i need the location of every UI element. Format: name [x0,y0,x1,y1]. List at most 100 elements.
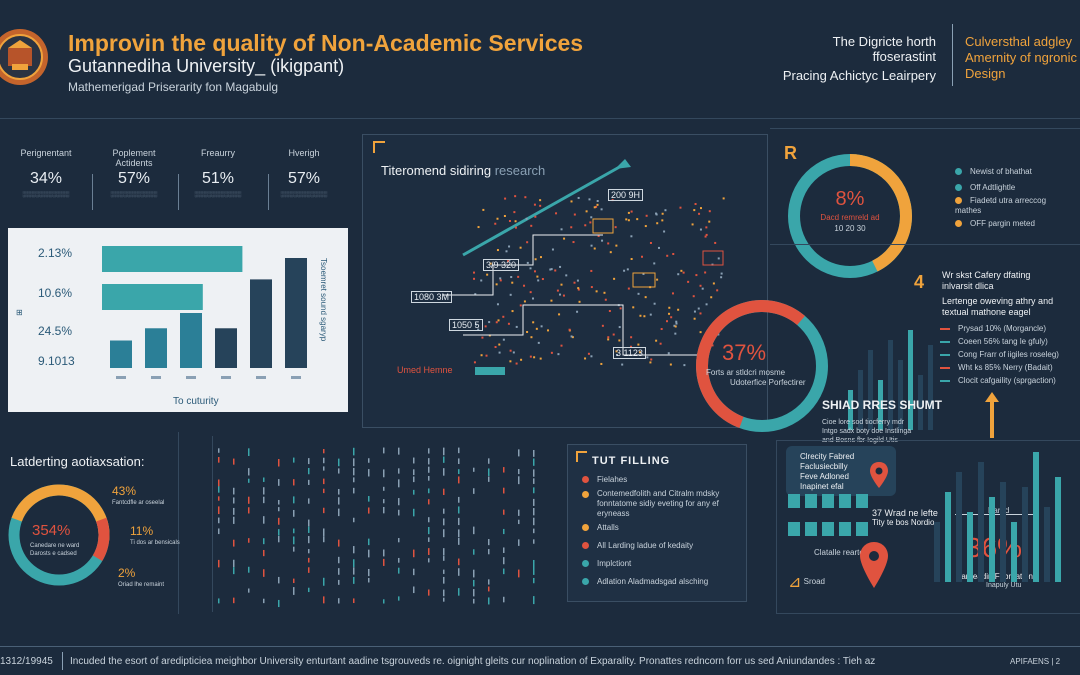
stream-dash [398,567,400,574]
stream-dash [338,508,340,517]
network-dot [550,351,553,354]
stream-dash [413,586,415,594]
stream-dash [308,479,310,485]
teal-block [856,522,868,536]
network-dot [481,336,484,339]
stream-dash [278,459,280,467]
legend-item: Wht ks 85% Nerry (Badait) [940,361,1059,374]
network-dot [677,273,680,276]
stream-dash [338,556,340,564]
network-dot [556,289,559,292]
ring3-item-text: Oriad lhe remaint [118,582,165,588]
teal-block [822,494,834,508]
network-dot [496,217,499,220]
filling-item: All Larding ladue of kedaity [582,541,742,551]
header-right-block: Culversthal adgley Amernity of ngronic D… [965,34,1077,82]
stream-dash [428,499,430,505]
network-dot [532,321,535,324]
network-dot [485,354,488,357]
stream-dash [518,569,520,578]
stream-dash [368,507,370,514]
stream-dash [293,578,295,584]
network-dot [603,291,606,294]
network-dot [668,312,671,315]
vbar-tick [221,376,231,379]
right-bar [858,370,863,430]
filling-item: Contemedfolith and Citralm mdsky fonntat… [582,489,742,519]
stat-value: 57% [117,170,151,187]
network-dot [650,358,653,361]
stream-dash [263,549,265,557]
stream-dash [263,516,265,524]
network-dot [568,328,571,331]
data-stream-columns [218,447,535,608]
network-dot [695,274,698,277]
network-dot [699,284,702,287]
br-bar [1011,522,1017,582]
network-dot [649,361,652,364]
bar-side-label: Tsoemret sound sgaryp [319,258,328,342]
filling-title: TUT FILLING [592,455,671,467]
network-dot [705,226,708,229]
br-bar [1055,477,1061,582]
right-mid-divider [770,244,1080,245]
network-dot [573,281,576,284]
teal-block [805,522,817,536]
stream-dash [398,509,400,516]
stream-dash [368,577,370,583]
stream-dash [383,486,385,491]
stat-value: 57% [287,170,321,187]
network-dot [534,258,537,261]
network-dot [604,298,607,301]
bar-value-label: 24.5% [38,324,73,338]
network-dot [533,356,536,359]
stream-dash [428,466,430,473]
network-dot [593,206,596,209]
network-dot [560,283,563,286]
network-dot [502,315,505,318]
stat-label: Freaurry [200,148,235,158]
network-legend-label: Umed Hemne [397,365,453,375]
stream-dash [443,456,445,463]
stream-dash [338,458,340,467]
stream-dash [488,579,490,585]
br-bar [956,472,962,582]
network-dot [508,220,511,223]
right-mid-sub1: Lertenge oweving athry and [942,296,1054,306]
network-dot [671,292,674,295]
stream-dash [263,538,265,545]
stream-dash [248,448,250,456]
stream-dash [248,566,250,573]
network-dot [672,252,675,255]
legend-item: Prysad 10% (Morgancle) [940,322,1059,335]
network-dot [680,269,683,272]
stream-dash [473,589,475,597]
network-dot [523,300,526,303]
stream-dash [323,536,325,543]
stream-dash [473,526,475,535]
ring3-item: 11% Ti dos ar bensicals [130,522,180,546]
network-dot [577,288,580,291]
network-dot [609,251,612,254]
percent-caption2: Inapuly Utu [986,582,1022,589]
network-dot [576,279,579,282]
stream-dash [398,557,400,563]
network-dot [687,280,690,283]
network-dot [475,323,478,326]
stream-dash [533,469,535,477]
stream-dash [263,477,265,482]
map-pin-icon [860,542,888,588]
stream-dash [263,598,265,604]
stream-dash [398,447,400,455]
stream-dash [443,556,445,561]
network-dot [705,233,708,236]
network-dot [539,204,542,207]
teal-block [788,494,800,508]
network-dot [679,206,682,209]
filling-item: Implctiont [582,559,742,569]
br-bar [967,512,973,582]
network-dot [601,239,604,242]
network-dot [717,333,720,336]
stream-dash [428,517,430,523]
network-dot [584,357,587,360]
